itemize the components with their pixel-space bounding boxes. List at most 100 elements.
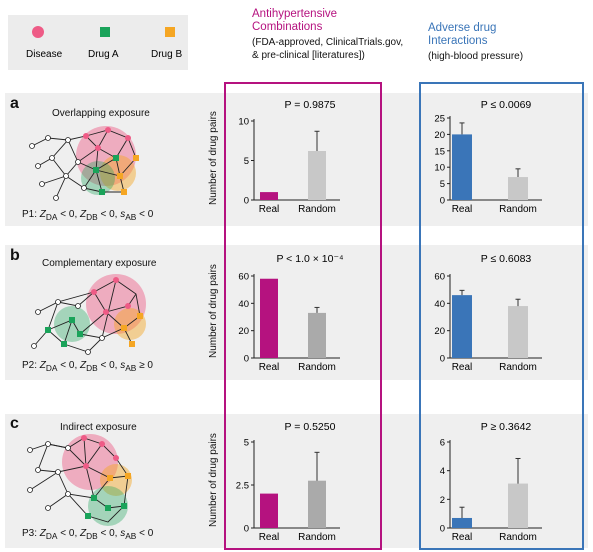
adverse-frame: [419, 82, 584, 550]
bar-random: [308, 480, 326, 528]
drug-b-nodes: [121, 313, 143, 347]
panel-b-letter: b: [10, 247, 20, 264]
bar-random: [508, 483, 528, 528]
antihypertensive-title-1: Antihypertensive: [252, 8, 338, 20]
legend-drug-a-label: Drug A: [88, 49, 119, 60]
bar-random: [508, 177, 528, 200]
category-label: Random: [298, 204, 336, 215]
adverse-subtitle: (high-blood pressure): [428, 50, 523, 63]
bar-real: [260, 278, 278, 358]
ylabel-a: Number of drug pairs: [208, 111, 219, 205]
panel-c-formula-mid: < 0,: [100, 528, 118, 539]
category-label: Random: [298, 362, 336, 373]
y-tick-label: 0: [244, 524, 249, 535]
panel-c-network: [27, 434, 132, 526]
antihypertensive-subtitle: (FDA-approved, ClinicalTrials.gov, & pre…: [252, 36, 403, 62]
category-label: Random: [499, 204, 537, 215]
drug-b-legend-marker: [165, 27, 175, 37]
y-tick-label: 20: [434, 130, 445, 141]
chart-title: P ≤ 0.0069: [481, 99, 532, 111]
adverse-title-2: Interactions: [428, 35, 488, 47]
panel-a-network: [29, 126, 139, 201]
y-tick-label: 2: [440, 495, 445, 506]
drug-a-nodes: [45, 317, 83, 347]
category-label: Real: [259, 532, 280, 543]
chart-title: P = 0.5250: [285, 421, 336, 433]
chart-b-right: P ≤ 0.6083 0 20 40 60 Real Random: [434, 253, 542, 373]
disease-nodes: [91, 277, 131, 315]
y-tick-label: 20: [434, 326, 445, 337]
y-tick-label: 20: [238, 326, 249, 337]
drug-a-nodes: [93, 155, 119, 195]
chart-title: P = 0.9875: [285, 99, 336, 111]
y-tick-label: 10: [434, 163, 445, 174]
panel-b-formula-mid: < 0,: [100, 360, 118, 371]
panel-b-title: Complementary exposure: [42, 258, 157, 269]
drug-a-legend-marker: [100, 27, 110, 37]
adverse-subtitle-1: (high-blood pressure): [428, 51, 524, 62]
y-tick-label: 60: [238, 272, 249, 283]
y-tick-label: 10: [238, 117, 249, 128]
y-tick-label: 40: [238, 299, 249, 310]
category-label: Real: [452, 532, 473, 543]
y-tick-label: 0: [440, 196, 445, 207]
panel-c-formula: P3: ZDA < 0, ZDB < 0, sAB < 0: [22, 528, 154, 541]
bar-random: [508, 306, 528, 358]
category-label: Random: [499, 362, 537, 373]
ylabel-b: Number of drug pairs: [208, 264, 219, 358]
disease-legend-marker: [32, 26, 44, 38]
y-tick-label: 2.5: [236, 481, 249, 492]
chart-title: P ≤ 0.6083: [481, 253, 532, 265]
disease-nodes: [81, 435, 119, 469]
category-label: Real: [452, 362, 473, 373]
category-label: Real: [259, 362, 280, 373]
disease-nodes: [83, 127, 131, 151]
panel-a-formula-first: < 0,: [60, 209, 78, 220]
legend-svg: Disease Drug A Drug B: [26, 26, 182, 60]
antihypertensive-title-2: Combinations: [252, 21, 323, 33]
panel-c-title: Indirect exposure: [60, 422, 137, 433]
y-tick-label: 6: [440, 438, 445, 449]
y-tick-label: 4: [440, 466, 445, 477]
panel-b-formula: P2: ZDA < 0, ZDB < 0, sAB ≥ 0: [22, 360, 153, 373]
panel-c-band: [5, 414, 588, 548]
panel-a-formula: P1: ZDA < 0, ZDB < 0, sAB < 0: [22, 209, 154, 222]
drug-b-nodes: [107, 473, 131, 481]
panel-c-formula-first: < 0,: [60, 528, 78, 539]
bar-real: [452, 134, 472, 200]
y-tick-label: 60: [434, 272, 445, 283]
panel-c-formula-tail: < 0: [139, 528, 154, 539]
y-tick-label: 5: [440, 179, 445, 190]
panel-b-network: [31, 274, 146, 355]
adverse-title-1: Adverse drug: [428, 22, 497, 34]
panel-a-letter: a: [10, 95, 19, 112]
adverse-header: Adverse drug Interactions: [428, 22, 496, 48]
category-label: Random: [298, 532, 336, 543]
chart-c-left: P = 0.5250 0 2.5 5 Real Random: [236, 421, 340, 543]
panel-b-prefix: P2:: [22, 360, 38, 371]
y-tick-label: 5: [244, 156, 249, 167]
legend-drug-b-label: Drug B: [151, 49, 182, 60]
legend-disease-label: Disease: [26, 49, 63, 60]
bar-real: [260, 192, 278, 200]
antihypertensive-header: Antihypertensive Combinations: [252, 8, 337, 34]
y-tick-label: 0: [244, 196, 249, 207]
ylabel-c: Number of drug pairs: [208, 433, 219, 527]
network-nodes: [27, 441, 71, 511]
y-tick-label: 40: [434, 299, 445, 310]
chart-title: P < 1.0 × 10⁻⁴: [276, 253, 343, 265]
y-tick-label: 0: [440, 354, 445, 365]
panel-b-formula-tail: ≥ 0: [139, 360, 153, 371]
drug-a-module-circle: [54, 306, 90, 342]
bar-real: [452, 295, 472, 358]
drug-a-nodes: [85, 495, 127, 519]
antihypertensive-subtitle-2: & pre-clinical [literatures]): [252, 50, 365, 61]
antihypertensive-subtitle-1: (FDA-approved, ClinicalTrials.gov,: [252, 37, 404, 48]
bar-real: [260, 493, 278, 528]
panel-c-letter: c: [10, 415, 19, 432]
bar-real: [452, 517, 472, 528]
panel-c-prefix: P3:: [22, 528, 38, 539]
y-tick-label: 0: [440, 524, 445, 535]
network-nodes: [31, 299, 105, 355]
legend: Disease Drug A Drug B: [8, 15, 188, 70]
